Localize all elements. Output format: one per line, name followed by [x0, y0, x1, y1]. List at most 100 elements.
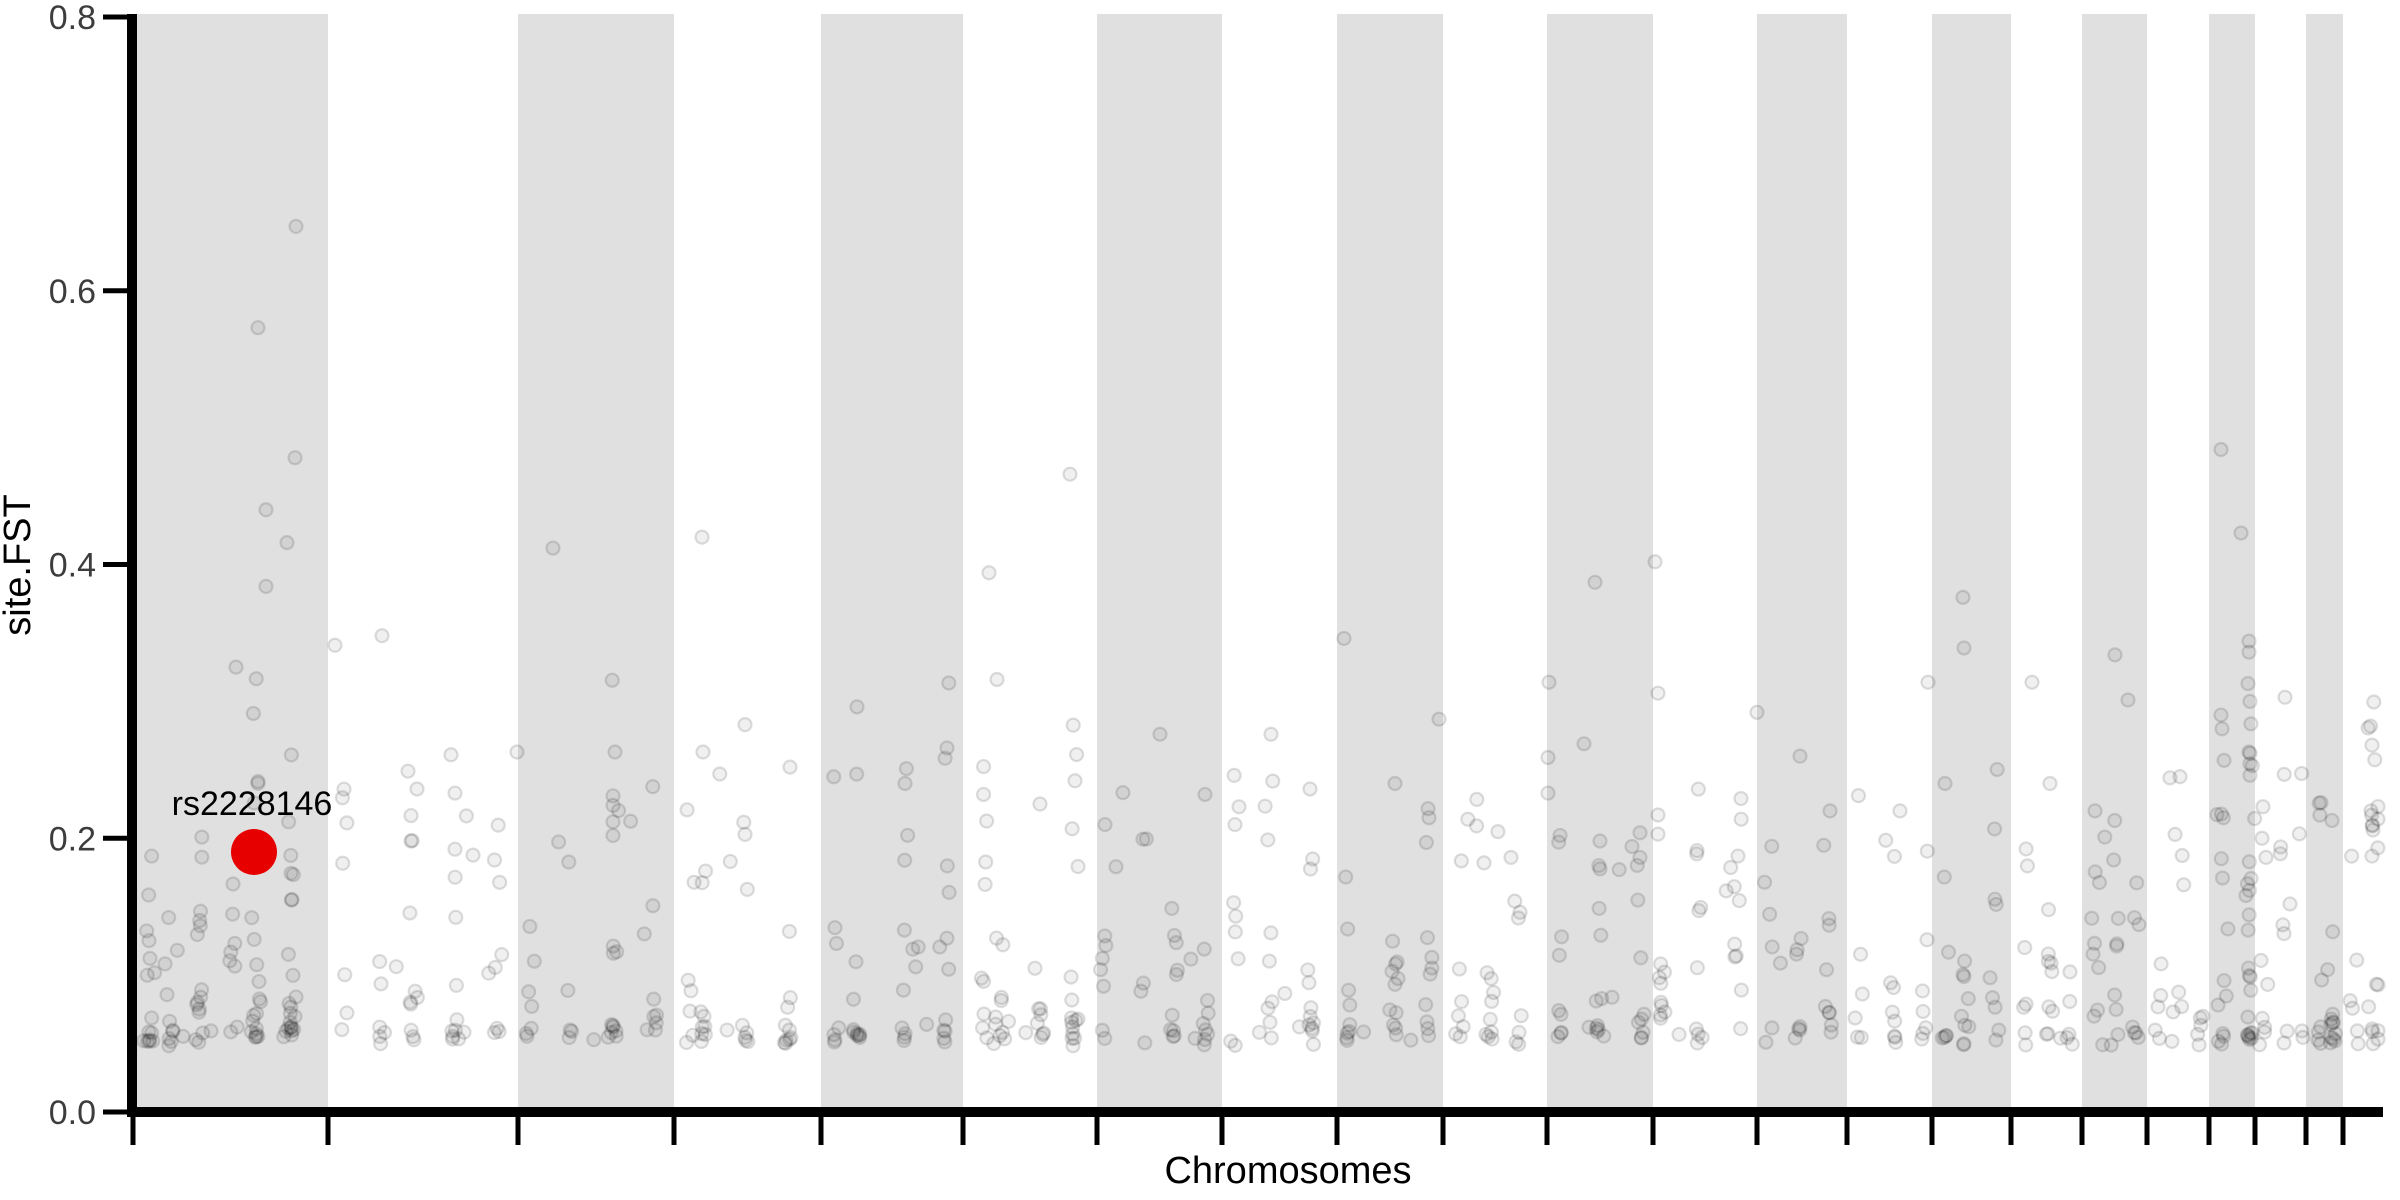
data-point [250, 773, 266, 790]
data-point [736, 814, 752, 830]
data-point [2370, 1023, 2386, 1039]
data-point [388, 959, 404, 975]
data-point [1418, 834, 1434, 851]
data-point [1690, 781, 1706, 797]
data-point [163, 1033, 179, 1050]
data-point [2150, 999, 2166, 1015]
data-point [373, 976, 389, 992]
chromosome-band-19 [2209, 14, 2255, 1107]
data-point [1302, 1008, 1318, 1025]
data-point [897, 775, 913, 792]
data-point [486, 1024, 503, 1041]
data-point [1731, 892, 1747, 909]
data-point [336, 781, 352, 797]
data-point [938, 1012, 954, 1028]
data-point [402, 905, 418, 921]
data-point [2240, 1027, 2256, 1044]
data-point [1384, 933, 1401, 949]
data-point [2173, 998, 2190, 1015]
data-point [1450, 1008, 1467, 1024]
data-point [279, 534, 295, 551]
data-point [1853, 1029, 1869, 1046]
data-point [444, 1031, 461, 1047]
data-point [1884, 1004, 1900, 1020]
data-point [1689, 842, 1705, 859]
data-point [2238, 887, 2254, 904]
data-point [1791, 1021, 1807, 1037]
data-point [2370, 811, 2386, 827]
data-point [1094, 950, 1110, 966]
data-point [141, 1032, 158, 1048]
data-point [1630, 1014, 1647, 1030]
data-point [2243, 716, 2259, 732]
data-point [1165, 1023, 1182, 1039]
data-point [2370, 840, 2386, 856]
data-point [1756, 874, 1773, 890]
data-point [1356, 1024, 1372, 1040]
data-point [2128, 1025, 2144, 1041]
data-point [1693, 899, 1709, 916]
data-point [524, 998, 540, 1015]
data-point [1478, 1026, 1494, 1042]
data-point [1067, 773, 1083, 789]
data-point [2017, 939, 2033, 956]
data-point [2241, 854, 2257, 870]
background-points [136, 671, 2386, 1054]
data-point [609, 944, 625, 960]
data-point [1063, 1010, 1080, 1026]
data-point [1940, 944, 1957, 960]
data-point [1419, 930, 1436, 946]
data-point [2107, 987, 2123, 1003]
data-point [1653, 997, 1670, 1014]
data-point [1987, 891, 2003, 907]
data-point [1453, 993, 1470, 1010]
data-point [2344, 848, 2360, 864]
data-point [1633, 1029, 1649, 1046]
data-point [251, 973, 267, 990]
data-point [697, 863, 714, 879]
data-point [1336, 630, 1352, 647]
data-point [1730, 848, 1746, 864]
data-point [719, 1022, 735, 1038]
data-point [1934, 1030, 1950, 1046]
data-point [1382, 1002, 1398, 1018]
data-point [2324, 812, 2340, 829]
chromosome-band-17 [2082, 14, 2147, 1107]
data-point [851, 1027, 867, 1044]
data-point [1485, 984, 1502, 1001]
data-point [1230, 951, 1246, 967]
data-point [1590, 1022, 1607, 1038]
data-point [2044, 963, 2060, 980]
data-point [646, 1008, 662, 1025]
y-tick [103, 1109, 127, 1115]
data-point [895, 982, 912, 998]
data-point [2024, 674, 2040, 690]
data-point [288, 989, 304, 1005]
data-point [1388, 1005, 1404, 1021]
data-point [2257, 1019, 2273, 1035]
data-point [1448, 1026, 1464, 1042]
data-point [276, 1029, 292, 1045]
data-point [2040, 902, 2057, 918]
data-point [2363, 803, 2379, 819]
data-point [1821, 1005, 1837, 1021]
data-point [1540, 785, 1556, 801]
data-point [2164, 1033, 2180, 1049]
data-point [1991, 1022, 2007, 1038]
data-point [1227, 924, 1243, 940]
data-point [2172, 769, 2188, 785]
data-point [2108, 1001, 2124, 1018]
data-point [2110, 1026, 2126, 1043]
data-point [1452, 1029, 1468, 1045]
data-point [451, 1031, 467, 1047]
data-point [146, 965, 163, 981]
data-point [1035, 1026, 1051, 1043]
data-point [1938, 1028, 1954, 1044]
x-tick [2303, 1117, 2309, 1145]
data-point [623, 813, 639, 829]
data-point [975, 758, 992, 775]
data-point [1957, 1017, 1973, 1033]
data-point [697, 1018, 713, 1035]
data-point [1302, 781, 1318, 797]
data-point [1196, 1037, 1212, 1053]
